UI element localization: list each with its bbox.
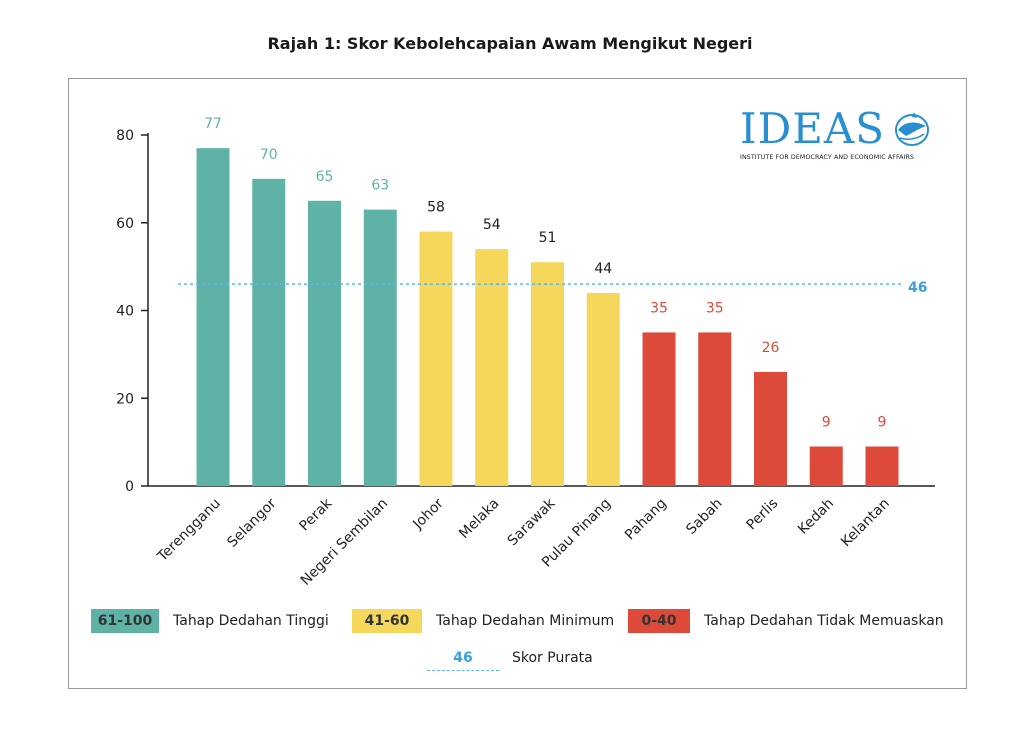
bar <box>698 332 732 486</box>
bar-value-label: 26 <box>762 340 780 356</box>
bar <box>363 209 397 486</box>
chart-frame <box>68 78 967 689</box>
bar <box>475 249 509 486</box>
bar-value-label: 70 <box>260 147 278 163</box>
bar-value-label: 9 <box>822 415 831 431</box>
bar-value-label: 65 <box>316 169 334 185</box>
legend-label: Tahap Dedahan Tinggi <box>173 613 329 629</box>
legend-swatch: 41-60 <box>352 609 422 633</box>
bar <box>252 178 286 486</box>
bar <box>809 446 843 486</box>
bar-value-label: 77 <box>204 116 222 132</box>
bar <box>754 371 787 486</box>
bar <box>586 292 620 486</box>
average-legend-marker: 46 <box>427 650 499 672</box>
category-label: Sabah <box>683 496 725 538</box>
legend-label: Tahap Dedahan Minimum <box>436 613 615 629</box>
legend-swatch: 0-40 <box>628 609 690 633</box>
bird-icon <box>895 112 929 146</box>
category-label: Perlis <box>744 496 782 534</box>
y-tick-label: 0 <box>125 479 134 495</box>
average-legend-label: Skor Purata <box>512 650 593 666</box>
bar-value-label: 9 <box>878 415 887 431</box>
bar-value-label: 35 <box>650 300 668 316</box>
bar <box>865 446 899 486</box>
average-legend-value: 46 <box>453 650 473 666</box>
category-label: Kelantan <box>838 496 893 551</box>
category-label: Selangor <box>224 495 279 550</box>
ideas-logo: IDEAS INSTITUTE FOR DEMOCRACY AND ECONOM… <box>740 106 950 166</box>
y-tick-label: 40 <box>116 304 134 320</box>
bar-value-label: 54 <box>483 217 501 233</box>
bar-value-label: 58 <box>427 200 445 216</box>
legend-item: 61-100 Tahap Dedahan Tinggi <box>91 609 329 633</box>
category-label: Sarawak <box>505 495 559 549</box>
y-tick-label: 80 <box>116 128 134 144</box>
y-tick-label: 20 <box>116 391 134 407</box>
category-label: Perak <box>296 495 336 535</box>
bar <box>419 231 453 486</box>
legend-swatch: 61-100 <box>91 609 159 633</box>
legend-item: 41-60 Tahap Dedahan Minimum <box>352 609 614 633</box>
category-label: Melaka <box>456 496 502 542</box>
chart-title: Rajah 1: Skor Kebolehcapaian Awam Mengik… <box>267 34 753 53</box>
logo-wordmark: IDEAS <box>740 104 886 153</box>
average-value-label: 46 <box>908 280 927 296</box>
category-label: Pahang <box>622 496 670 544</box>
category-label: Kedah <box>795 496 837 538</box>
category-label: Johor <box>409 495 447 533</box>
bar <box>531 262 564 486</box>
bar-value-label: 51 <box>539 230 557 246</box>
bar <box>196 148 230 486</box>
bar-value-label: 44 <box>594 261 612 277</box>
y-tick-label: 60 <box>116 216 134 232</box>
average-legend-line <box>427 670 499 671</box>
bar-value-label: 63 <box>371 178 389 194</box>
category-label: Terengganu <box>154 496 224 566</box>
legend-item: 0-40 Tahap Dedahan Tidak Memuaskan <box>628 609 944 633</box>
bar-value-label: 35 <box>706 300 724 316</box>
bar <box>642 332 676 486</box>
logo-tagline: INSTITUTE FOR DEMOCRACY AND ECONOMIC AFF… <box>740 154 915 161</box>
legend-label: Tahap Dedahan Tidak Memuaskan <box>704 613 944 629</box>
bar <box>308 200 341 486</box>
